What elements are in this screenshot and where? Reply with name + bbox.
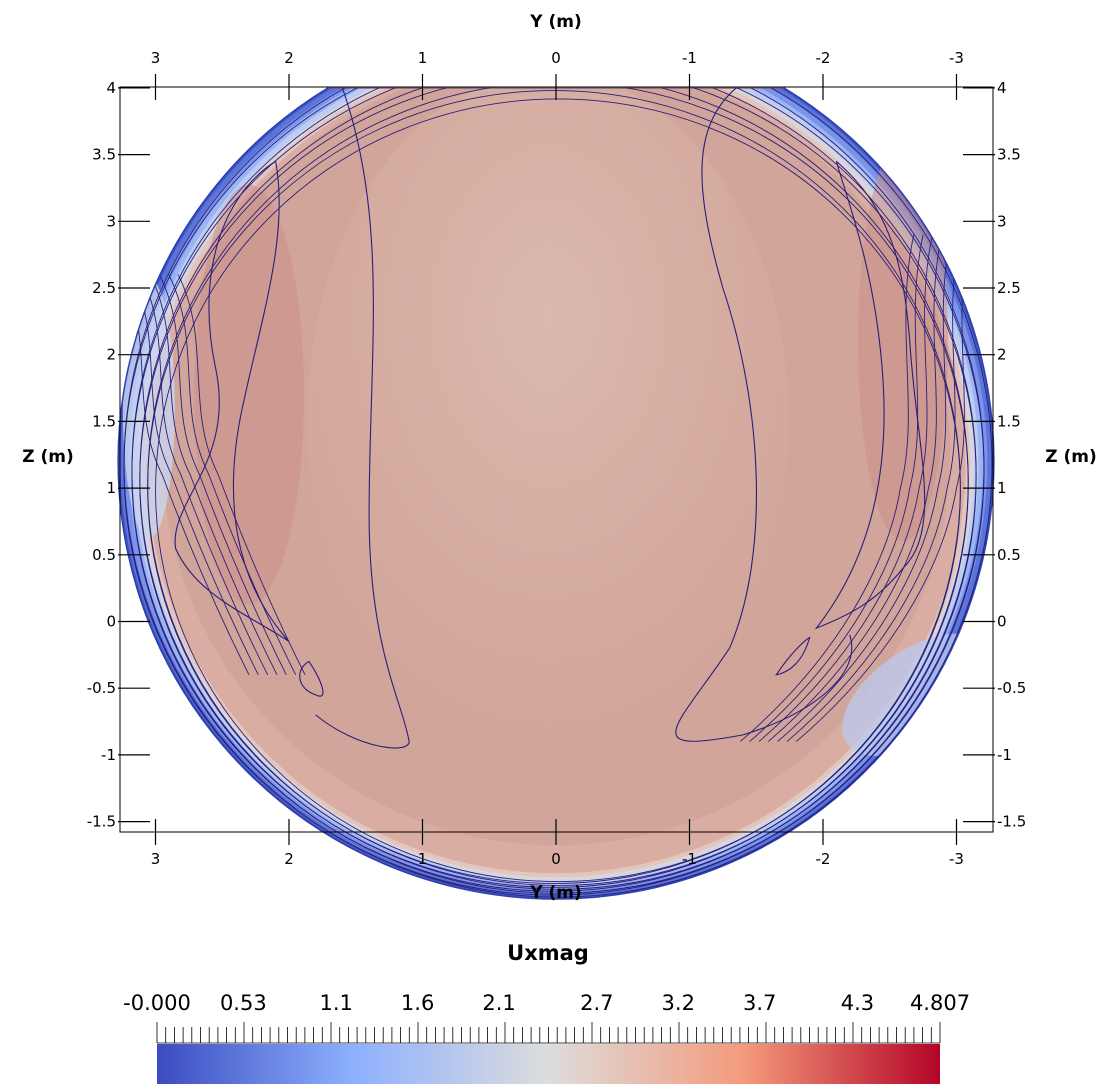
colorbar-minor-ticks xyxy=(156,1022,941,1044)
y-tick-label-right: 4 xyxy=(997,79,1007,97)
x-tick-label-top: -2 xyxy=(816,49,831,67)
x-tick-label-bottom: 0 xyxy=(551,850,561,868)
y-tick-label-left: 0 xyxy=(106,613,116,631)
field-lobe-right xyxy=(858,141,949,542)
colorbar-title: Uxmag xyxy=(507,941,589,965)
x-tick-label-top: -1 xyxy=(682,49,697,67)
y-tick-label-left: 4 xyxy=(106,79,116,97)
domain-outline xyxy=(117,87,995,900)
contour-left-ripple-6 xyxy=(177,274,306,676)
y-tick-label-left: 3 xyxy=(106,212,116,230)
colorbar-tick-label: 1.1 xyxy=(319,991,352,1015)
y-tick-label-left: 1.5 xyxy=(92,412,116,430)
contour-left-ripple-5 xyxy=(168,274,297,676)
contour-lines xyxy=(121,87,993,898)
colorbar-tick-label: 1.6 xyxy=(401,991,434,1015)
contour-right-ripple-6 xyxy=(739,234,915,742)
y-tick-label-right: 0 xyxy=(997,613,1007,631)
contour-left-ripple-2 xyxy=(140,274,269,676)
colorbar-gradient xyxy=(157,1044,940,1084)
y-tick-label-right: 0.5 xyxy=(997,546,1021,564)
contour-inner-2 xyxy=(174,160,290,642)
contour-left-ripple-0 xyxy=(121,274,250,676)
colorbar-tick-label: 4.807 xyxy=(910,991,970,1015)
y-tick-label-left: -1.5 xyxy=(87,813,116,831)
contour-right-ripple-5 xyxy=(749,234,924,742)
y-tick-label-left: 2.5 xyxy=(92,279,116,297)
x-tick-label-bottom: 2 xyxy=(284,850,294,868)
contour-left-ripple-3 xyxy=(149,274,278,676)
contour-inner-0 xyxy=(315,87,410,749)
colorbar-tick-label: -0.000 xyxy=(123,991,191,1015)
x-tick-label-top: 1 xyxy=(418,49,428,67)
y-tick-label-right: 1.5 xyxy=(997,412,1021,430)
y-axis-title-right: Z (m) xyxy=(1045,447,1097,467)
y-tick-label-left: -0.5 xyxy=(87,679,116,697)
x-tick-label-top: 0 xyxy=(551,49,561,67)
contour-edge-9 xyxy=(155,98,961,882)
contour-inner-4 xyxy=(299,660,324,697)
colorbar-tick-label: 2.1 xyxy=(482,991,515,1015)
x-tick-label-bottom: 1 xyxy=(418,850,428,868)
y-tick-label-right: -1 xyxy=(997,746,1012,764)
axis-ticks: 3 3 2 2 1 1 0 0 -1 -1 -2 -2 -3 -3 4 4 3.5 3.5 3 3 2.5 2.5 2 2 1.… xyxy=(87,49,1027,868)
y-tick-label-right: 3 xyxy=(997,212,1007,230)
contour-left-ripple-1 xyxy=(131,274,259,676)
x-axis-title-bottom: Y (m) xyxy=(529,883,581,903)
y-tick-label-right: 2 xyxy=(997,346,1007,364)
y-axis-title-left: Z (m) xyxy=(22,447,74,467)
y-tick-label-right: 1 xyxy=(997,479,1007,497)
colorbar-tick-label: 3.7 xyxy=(743,991,776,1015)
x-tick-label-top: 3 xyxy=(151,49,161,67)
x-tick-label-bottom: -2 xyxy=(816,850,831,868)
colorbar-tick-label: 0.53 xyxy=(220,991,267,1015)
contour-right-ripple-2 xyxy=(777,234,952,742)
contour-inner-3 xyxy=(814,160,926,630)
colorbar: Uxmag -0.000 0.53 1.1 1.6 2.1 2.7 3.2 3.7 4.3 4.8… xyxy=(123,941,970,1084)
x-tick-label-top: 2 xyxy=(284,49,294,67)
contour-right-ripple-0 xyxy=(796,234,971,742)
colorbar-tick-label: 2.7 xyxy=(580,991,613,1015)
field-lobe-left xyxy=(193,184,304,605)
y-tick-label-right: -1.5 xyxy=(997,813,1026,831)
contour-left-ripple-4 xyxy=(159,274,287,676)
colorbar-tick-label: 3.2 xyxy=(662,991,695,1015)
y-tick-label-right: 2.5 xyxy=(997,279,1021,297)
y-tick-label-right: -0.5 xyxy=(997,679,1026,697)
field-core-light xyxy=(307,87,789,772)
y-tick-label-left: 2 xyxy=(106,346,116,364)
x-tick-label-top: -3 xyxy=(949,49,964,67)
colorbar-labels: -0.000 0.53 1.1 1.6 2.1 2.7 3.2 3.7 4.3 4.807 xyxy=(123,991,970,1015)
contour-inner-1 xyxy=(675,87,853,742)
y-tick-label-left: 0.5 xyxy=(92,546,116,564)
y-tick-label-right: 3.5 xyxy=(997,146,1021,164)
y-tick-label-left: -1 xyxy=(101,746,116,764)
field-edge-left xyxy=(122,278,175,539)
field-domain xyxy=(117,87,995,900)
contour-right-ripple-4 xyxy=(758,234,933,742)
colorbar-tick-label: 4.3 xyxy=(841,991,874,1015)
x-tick-label-bottom: 3 xyxy=(151,850,161,868)
x-tick-label-bottom: -3 xyxy=(949,850,964,868)
x-tick-label-bottom: -1 xyxy=(682,850,697,868)
contour-right-ripple-1 xyxy=(786,234,961,742)
y-tick-label-left: 1 xyxy=(106,479,116,497)
contour-inner-5 xyxy=(775,636,811,676)
x-axis-title-top: Y (m) xyxy=(529,12,581,32)
y-tick-label-left: 3.5 xyxy=(92,146,116,164)
contour-right-ripple-3 xyxy=(767,234,943,742)
